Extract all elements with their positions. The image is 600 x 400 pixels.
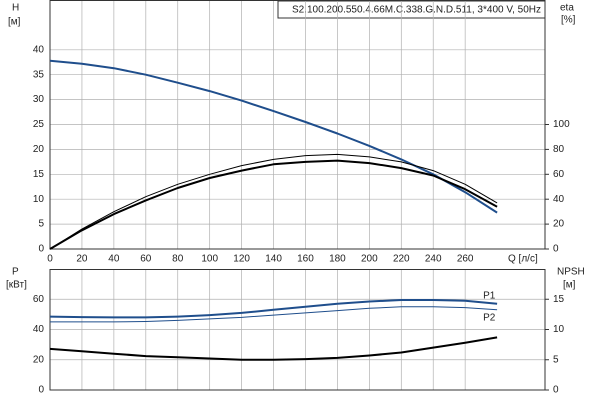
- x-tick-label: 200: [361, 254, 378, 265]
- y2-label: NPSH: [557, 267, 585, 278]
- x-tick-label: 240: [425, 254, 442, 265]
- y-tick-label: 40: [33, 324, 45, 335]
- x-tick-label: 80: [172, 254, 184, 265]
- y-label: P: [12, 267, 19, 278]
- y-tick-label: 10: [33, 194, 45, 205]
- y2-label: eta: [560, 3, 574, 14]
- y-tick-label: 60: [33, 294, 45, 305]
- series-label: P1: [483, 290, 496, 301]
- x-label: Q [л/с]: [508, 254, 538, 265]
- x-tick-label: 0: [47, 254, 53, 265]
- y-unit: [м]: [8, 17, 21, 28]
- y2-tick-label: 5: [553, 354, 559, 365]
- y2-unit: [%]: [561, 15, 576, 26]
- plot-frame: [49, 269, 546, 391]
- x-tick-label: 220: [393, 254, 410, 265]
- y-tick-label: 40: [33, 44, 45, 55]
- series-line: [49, 159, 498, 250]
- x-tick-label: 260: [457, 254, 474, 265]
- y-tick-label: 20: [33, 354, 45, 365]
- series-line: [50, 306, 498, 323]
- y2-tick-label: 0: [553, 244, 559, 255]
- y-tick-label: 20: [33, 144, 45, 155]
- series-line: [49, 336, 498, 361]
- y2-tick-label: 0: [553, 385, 559, 396]
- chart-title: S2.100.200.550.4.66M.C.338.G.N.D.511, 3*…: [292, 5, 541, 16]
- y-label: H: [12, 3, 19, 14]
- y2-tick-label: 60: [553, 169, 565, 180]
- y2-tick-label: 15: [553, 294, 565, 305]
- y-unit: [кВт]: [6, 280, 27, 291]
- y2-unit: [м]: [563, 280, 576, 291]
- series-line: [49, 153, 498, 250]
- y-tick-label: 5: [38, 219, 44, 230]
- series-line: [49, 299, 498, 319]
- x-tick-label: 40: [108, 254, 120, 265]
- y2-tick-label: 80: [553, 144, 565, 155]
- x-tick-label: 140: [265, 254, 282, 265]
- y-tick-label: 35: [33, 69, 45, 80]
- x-tick-label: 180: [329, 254, 346, 265]
- y-tick-label: 30: [33, 94, 45, 105]
- x-tick-label: 160: [297, 254, 314, 265]
- y-tick-label: 0: [38, 244, 44, 255]
- x-tick-label: 60: [140, 254, 152, 265]
- y-tick-label: 25: [33, 119, 45, 130]
- series-line: [49, 59, 498, 214]
- y-tick-label: 0: [38, 385, 44, 396]
- x-tick-label: 100: [201, 254, 218, 265]
- x-tick-label: 20: [76, 254, 88, 265]
- y2-tick-label: 10: [553, 324, 565, 335]
- y2-tick-label: 20: [553, 219, 565, 230]
- y2-tick-label: 40: [553, 194, 565, 205]
- y-tick-label: 15: [33, 169, 45, 180]
- x-tick-label: 120: [233, 254, 250, 265]
- y2-tick-label: 100: [553, 119, 570, 130]
- plot-frame: [49, 0, 546, 250]
- series-label: P2: [483, 312, 496, 323]
